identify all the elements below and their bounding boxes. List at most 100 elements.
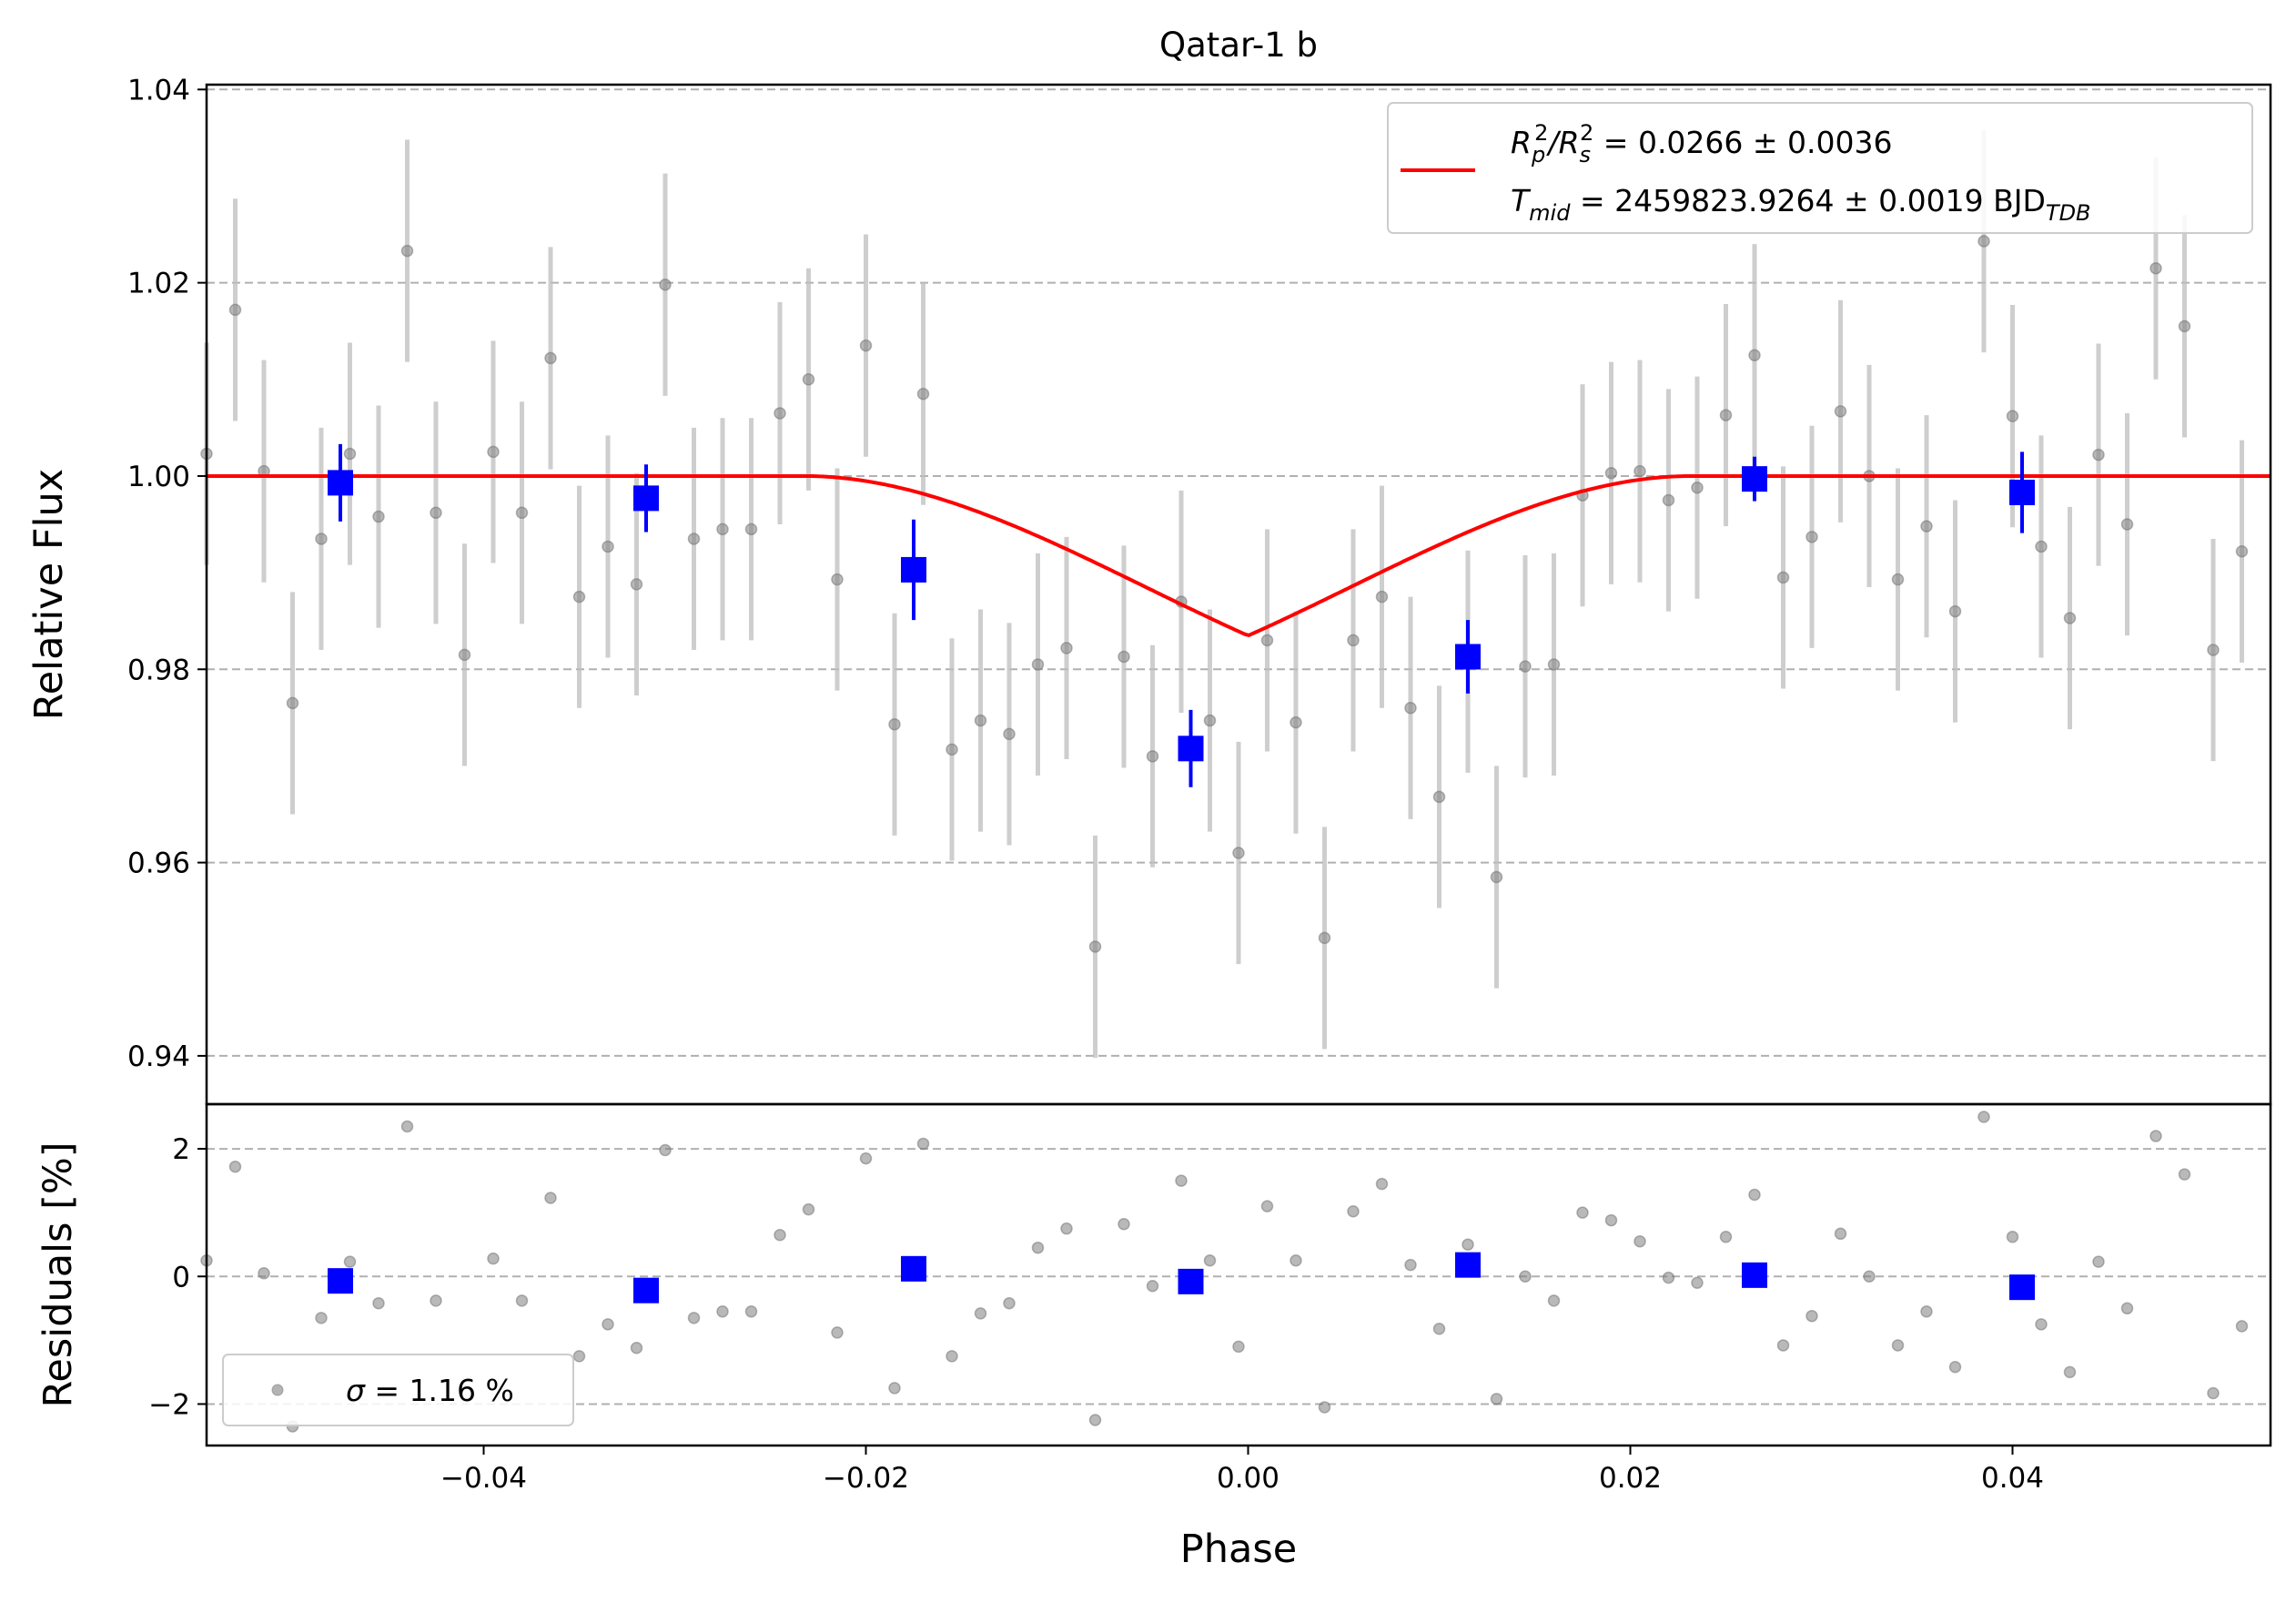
raw-residual-point: [630, 1342, 643, 1354]
x-tick-label: 0.02: [1599, 1462, 1662, 1495]
binned-residual-points: [328, 1252, 2035, 1304]
raw-data-point: [1748, 349, 1761, 362]
raw-residual-point: [1863, 1270, 1876, 1283]
legend-depth-text: Rp2/Rs2 = 0.0266 ± 0.0036: [1511, 120, 1893, 167]
raw-data-point: [1232, 847, 1245, 859]
raw-residual-point: [1633, 1234, 1646, 1248]
residual-legend-box: [222, 1354, 574, 1426]
raw-residual-point: [2149, 1130, 2162, 1142]
main-y-tick-label: 1.00: [127, 461, 190, 493]
x-tick-label: 0.04: [1981, 1462, 2044, 1495]
raw-residual-point: [1776, 1339, 1790, 1352]
raw-data-point: [2035, 540, 2048, 553]
raw-residual-point: [315, 1312, 328, 1324]
raw-residual-point: [1462, 1238, 1474, 1251]
raw-residual-point: [1432, 1322, 1446, 1335]
main-y-tick-label: 0.98: [127, 654, 190, 686]
raw-residual-point: [1404, 1258, 1417, 1272]
raw-data-point: [1203, 714, 1217, 727]
raw-data-point: [1662, 493, 1675, 507]
x-axis-label: Phase: [1180, 1527, 1297, 1572]
raw-data-point: [1547, 658, 1561, 671]
x-tick-label: −0.04: [440, 1462, 527, 1495]
raw-residual-point: [400, 1120, 414, 1133]
raw-data-point: [1146, 750, 1159, 763]
raw-residual-point: [2063, 1365, 2077, 1379]
raw-data-point: [859, 339, 873, 352]
raw-data-point: [1404, 701, 1417, 715]
raw-residual-point: [515, 1294, 529, 1307]
raw-data-point: [1891, 573, 1905, 586]
raw-data-point: [1519, 660, 1532, 673]
raw-residual-point: [1662, 1271, 1675, 1284]
raw-residual-point: [2035, 1318, 2048, 1331]
raw-residual-point: [1748, 1188, 1761, 1202]
raw-residual-point: [774, 1228, 786, 1242]
raw-data-point: [888, 718, 901, 731]
binned-data-point: [901, 556, 926, 583]
raw-data-point: [1948, 604, 1962, 618]
raw-data-point: [2092, 448, 2105, 462]
main-y-ticks: 0.94 0.96 0.98 1.00 1.02 1.04: [127, 74, 207, 1073]
raw-data-point: [2120, 518, 2134, 531]
raw-residual-point: [1375, 1177, 1389, 1191]
raw-data-point: [1604, 467, 1618, 480]
residual-y-tick-label: −2: [148, 1388, 190, 1421]
main-legend: Rp2/Rs2 = 0.0266 ± 0.0036 Tmid = 2459823…: [1387, 102, 2253, 234]
raw-data-point: [1691, 481, 1704, 494]
raw-data-point: [1031, 658, 1045, 671]
raw-residual-point: [2120, 1302, 2134, 1315]
residual-legend-value: = 1.16 %: [365, 1373, 514, 1408]
raw-residual-point: [1003, 1296, 1016, 1310]
main-y-tick-label: 1.02: [127, 268, 190, 300]
raw-residual-point: [974, 1307, 987, 1320]
raw-data-point: [1088, 940, 1102, 953]
raw-residual-point: [1088, 1414, 1102, 1426]
raw-residual-point: [2235, 1320, 2249, 1333]
raw-residual-point: [1031, 1241, 1045, 1254]
binned-residual-point: [633, 1277, 659, 1304]
raw-residual-point: [343, 1255, 357, 1268]
main-y-tick-label: 0.96: [127, 847, 190, 880]
main-y-tick-label: 1.04: [127, 74, 190, 107]
raw-data-point: [1118, 650, 1130, 664]
raw-residual-point: [430, 1294, 442, 1307]
legend-depth-sup2: 2: [1580, 120, 1593, 146]
raw-residual-point: [258, 1266, 270, 1280]
legend-tmid-text: Tmid = 2459823.9264 ± 0.0019 BJDTDB: [1511, 183, 2091, 226]
raw-data-point: [458, 648, 471, 662]
raw-data-point: [946, 743, 958, 756]
residual-panel: −2 0 2 −0.04 −0.02 0.00 0.02 0.04 Residuals [%…: [35, 1102, 2272, 1572]
raw-data-point: [774, 407, 786, 420]
main-y-tick-label: 0.94: [127, 1040, 190, 1073]
raw-data-point: [1375, 590, 1389, 604]
chart-title: Qatar-1 b: [1159, 25, 1318, 65]
raw-data-point: [286, 696, 299, 710]
residual-legend-sigma: σ: [346, 1373, 366, 1408]
raw-residual-point: [1490, 1393, 1503, 1405]
raw-residual-point: [2006, 1231, 2019, 1243]
raw-residual-point: [1719, 1231, 1733, 1243]
binned-residual-point: [1455, 1252, 1481, 1278]
raw-residual-point: [1175, 1174, 1188, 1187]
x-tick-label: −0.02: [823, 1462, 909, 1495]
legend-depth-prefix: R: [1511, 125, 1532, 160]
legend-tmid-sub1: mid: [1529, 200, 1571, 226]
residual-y-tick-label: 0: [172, 1261, 190, 1294]
raw-data-point: [1776, 571, 1790, 584]
raw-residual-point: [544, 1192, 557, 1204]
raw-residual-point: [2207, 1386, 2220, 1400]
raw-data-point: [1260, 634, 1274, 647]
raw-residual-points: [200, 1111, 2249, 1433]
main-y-axis-label: Relative Flux: [26, 469, 72, 720]
raw-residual-point: [716, 1305, 729, 1318]
raw-data-point: [2149, 261, 2162, 275]
residual-y-tick-label: 2: [172, 1133, 190, 1166]
raw-residual-point: [602, 1318, 614, 1331]
raw-residual-point: [1519, 1270, 1532, 1283]
raw-residual-point: [1290, 1253, 1302, 1267]
binned-residual-point: [1742, 1262, 1767, 1288]
raw-residual-point: [1576, 1206, 1589, 1219]
legend-depth-value: = 0.0266 ± 0.0036: [1593, 125, 1892, 160]
raw-data-point: [515, 506, 529, 520]
